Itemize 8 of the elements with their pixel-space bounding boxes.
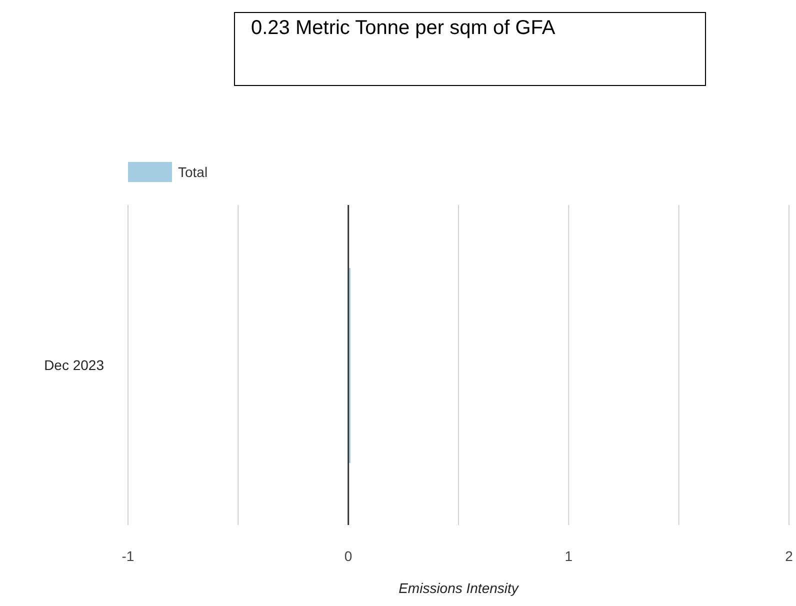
y-tick-label: Dec 2023 bbox=[44, 356, 104, 373]
x-tick-label: 0 bbox=[344, 548, 352, 564]
x-tick-label: 2 bbox=[785, 548, 794, 564]
legend-label: Total bbox=[178, 164, 208, 180]
text: 0.23 Metric Tonne per sqm of GFA bbox=[234, 12, 706, 86]
x-tick-label: -1 bbox=[122, 548, 134, 564]
x-tick-label: 1 bbox=[564, 548, 573, 564]
x-axis-title: Emissions Intensity bbox=[398, 580, 520, 596]
